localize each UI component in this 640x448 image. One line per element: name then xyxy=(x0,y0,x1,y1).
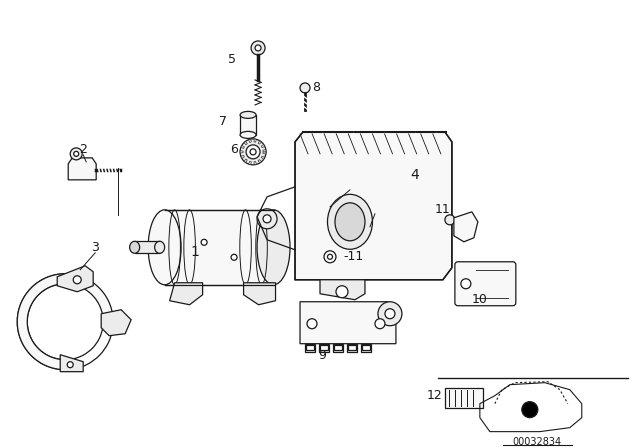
Polygon shape xyxy=(261,156,265,159)
Bar xyxy=(319,344,329,352)
Text: 7: 7 xyxy=(219,116,227,129)
Circle shape xyxy=(251,41,265,55)
Bar xyxy=(445,388,483,408)
Text: 5: 5 xyxy=(228,53,236,66)
Polygon shape xyxy=(240,151,243,153)
Polygon shape xyxy=(261,144,265,148)
Polygon shape xyxy=(68,158,96,180)
Polygon shape xyxy=(170,283,203,305)
Circle shape xyxy=(385,309,395,319)
Bar xyxy=(361,344,371,352)
Polygon shape xyxy=(248,161,252,165)
Circle shape xyxy=(263,215,271,223)
Bar xyxy=(320,345,328,350)
Ellipse shape xyxy=(328,194,372,249)
Ellipse shape xyxy=(148,210,181,285)
Bar xyxy=(305,344,315,352)
Polygon shape xyxy=(295,132,452,280)
Text: 12: 12 xyxy=(427,389,443,402)
Circle shape xyxy=(246,145,260,159)
Polygon shape xyxy=(454,212,478,242)
Polygon shape xyxy=(263,152,266,154)
Circle shape xyxy=(375,319,385,329)
Circle shape xyxy=(300,83,310,93)
Ellipse shape xyxy=(240,131,256,138)
Bar xyxy=(348,345,356,350)
Bar xyxy=(347,344,357,352)
Ellipse shape xyxy=(257,210,290,285)
Polygon shape xyxy=(248,139,252,142)
Bar xyxy=(362,345,370,350)
Polygon shape xyxy=(258,141,261,144)
Polygon shape xyxy=(320,280,365,300)
Circle shape xyxy=(445,215,455,225)
Bar xyxy=(240,115,256,135)
Circle shape xyxy=(231,254,237,260)
FancyBboxPatch shape xyxy=(455,262,516,306)
Circle shape xyxy=(522,402,538,418)
Bar xyxy=(306,345,314,350)
Polygon shape xyxy=(254,162,257,165)
Circle shape xyxy=(201,239,207,246)
Circle shape xyxy=(67,362,73,368)
Bar xyxy=(164,210,273,285)
Polygon shape xyxy=(101,310,131,336)
Circle shape xyxy=(336,286,348,298)
Ellipse shape xyxy=(130,241,140,253)
Polygon shape xyxy=(258,159,261,163)
Circle shape xyxy=(73,276,81,284)
Ellipse shape xyxy=(335,203,365,241)
Circle shape xyxy=(378,302,402,326)
Text: 00032834: 00032834 xyxy=(512,437,561,447)
Ellipse shape xyxy=(155,241,164,253)
Circle shape xyxy=(307,319,317,329)
Polygon shape xyxy=(263,150,266,152)
Polygon shape xyxy=(244,141,247,145)
Polygon shape xyxy=(60,355,83,372)
Circle shape xyxy=(74,151,79,156)
Text: 3: 3 xyxy=(92,241,99,254)
Ellipse shape xyxy=(240,112,256,118)
Polygon shape xyxy=(241,146,244,148)
Polygon shape xyxy=(244,283,276,305)
Circle shape xyxy=(240,139,266,165)
Bar xyxy=(134,241,159,253)
Polygon shape xyxy=(57,266,93,292)
Circle shape xyxy=(324,251,336,263)
Circle shape xyxy=(70,148,82,160)
Text: 10: 10 xyxy=(472,293,488,306)
Circle shape xyxy=(257,209,277,229)
Text: 1: 1 xyxy=(191,245,200,259)
Text: 6: 6 xyxy=(230,143,238,156)
Text: 8: 8 xyxy=(312,82,320,95)
Circle shape xyxy=(328,254,333,259)
Polygon shape xyxy=(241,155,244,158)
Circle shape xyxy=(255,45,261,51)
Text: 11: 11 xyxy=(435,203,451,216)
Text: 9: 9 xyxy=(318,349,326,362)
Polygon shape xyxy=(254,139,257,142)
Text: 4: 4 xyxy=(410,168,419,182)
Polygon shape xyxy=(244,159,247,163)
Circle shape xyxy=(250,149,256,155)
Polygon shape xyxy=(300,302,396,344)
Text: 2: 2 xyxy=(79,143,87,156)
Text: -11: -11 xyxy=(343,250,364,263)
Circle shape xyxy=(461,279,471,289)
Bar xyxy=(333,344,343,352)
Polygon shape xyxy=(17,274,113,370)
Bar xyxy=(334,345,342,350)
